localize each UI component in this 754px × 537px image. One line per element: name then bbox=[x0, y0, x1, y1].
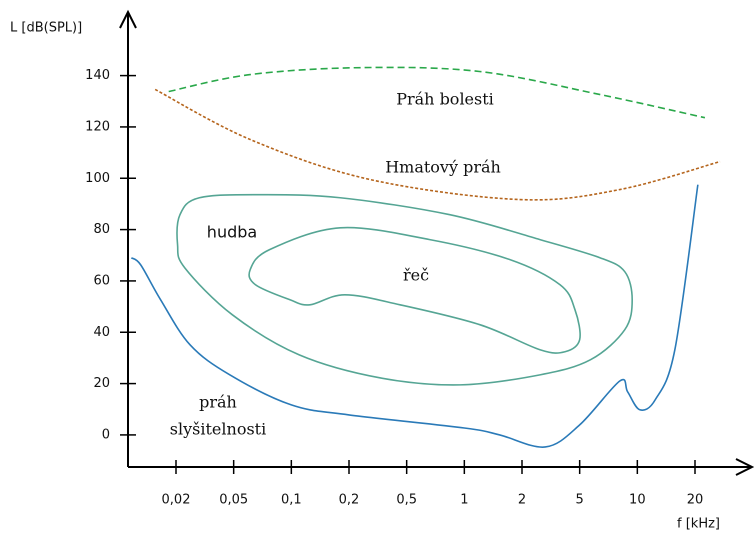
curve bbox=[154, 88, 721, 201]
y-tick-label: 100 bbox=[85, 171, 110, 186]
x-axis-label: f [kHz] bbox=[677, 517, 720, 532]
x-arrow bbox=[735, 458, 754, 476]
curve bbox=[248, 226, 581, 354]
curve bbox=[176, 193, 633, 386]
annotation: Hmatový práh bbox=[385, 158, 501, 177]
x-tick-label: 0,1 bbox=[281, 493, 302, 508]
y-arrow bbox=[119, 9, 137, 29]
y-tick-label: 60 bbox=[93, 273, 110, 288]
y-tick-label: 120 bbox=[85, 119, 110, 134]
y-tick-label: 40 bbox=[93, 325, 110, 340]
x-tick-label: 0,05 bbox=[219, 493, 248, 508]
x-tick-label: 0,2 bbox=[339, 493, 360, 508]
x-tick-label: 10 bbox=[629, 493, 646, 508]
y-tick-label: 140 bbox=[85, 68, 110, 83]
x-tick-label: 20 bbox=[687, 493, 704, 508]
annotation: Práh bolesti bbox=[396, 90, 494, 109]
y-tick-label: 80 bbox=[93, 222, 110, 237]
y-tick-label: 20 bbox=[93, 376, 110, 391]
annotation: slyšitelnosti bbox=[170, 420, 266, 439]
x-tick-label: 0,02 bbox=[162, 493, 191, 508]
y-tick-label: 0 bbox=[102, 427, 110, 442]
x-tick-label: 1 bbox=[460, 493, 468, 508]
annotation: hudba bbox=[207, 223, 257, 242]
y-axis-label: L [dB(SPL)] bbox=[10, 21, 82, 36]
annotation: práh bbox=[199, 393, 237, 412]
x-tick-label: 5 bbox=[576, 493, 584, 508]
x-tick-label: 0,5 bbox=[396, 493, 417, 508]
annotation: řeč bbox=[403, 266, 429, 285]
x-tick-label: 2 bbox=[518, 493, 526, 508]
curve bbox=[130, 184, 699, 448]
curve bbox=[168, 66, 706, 119]
